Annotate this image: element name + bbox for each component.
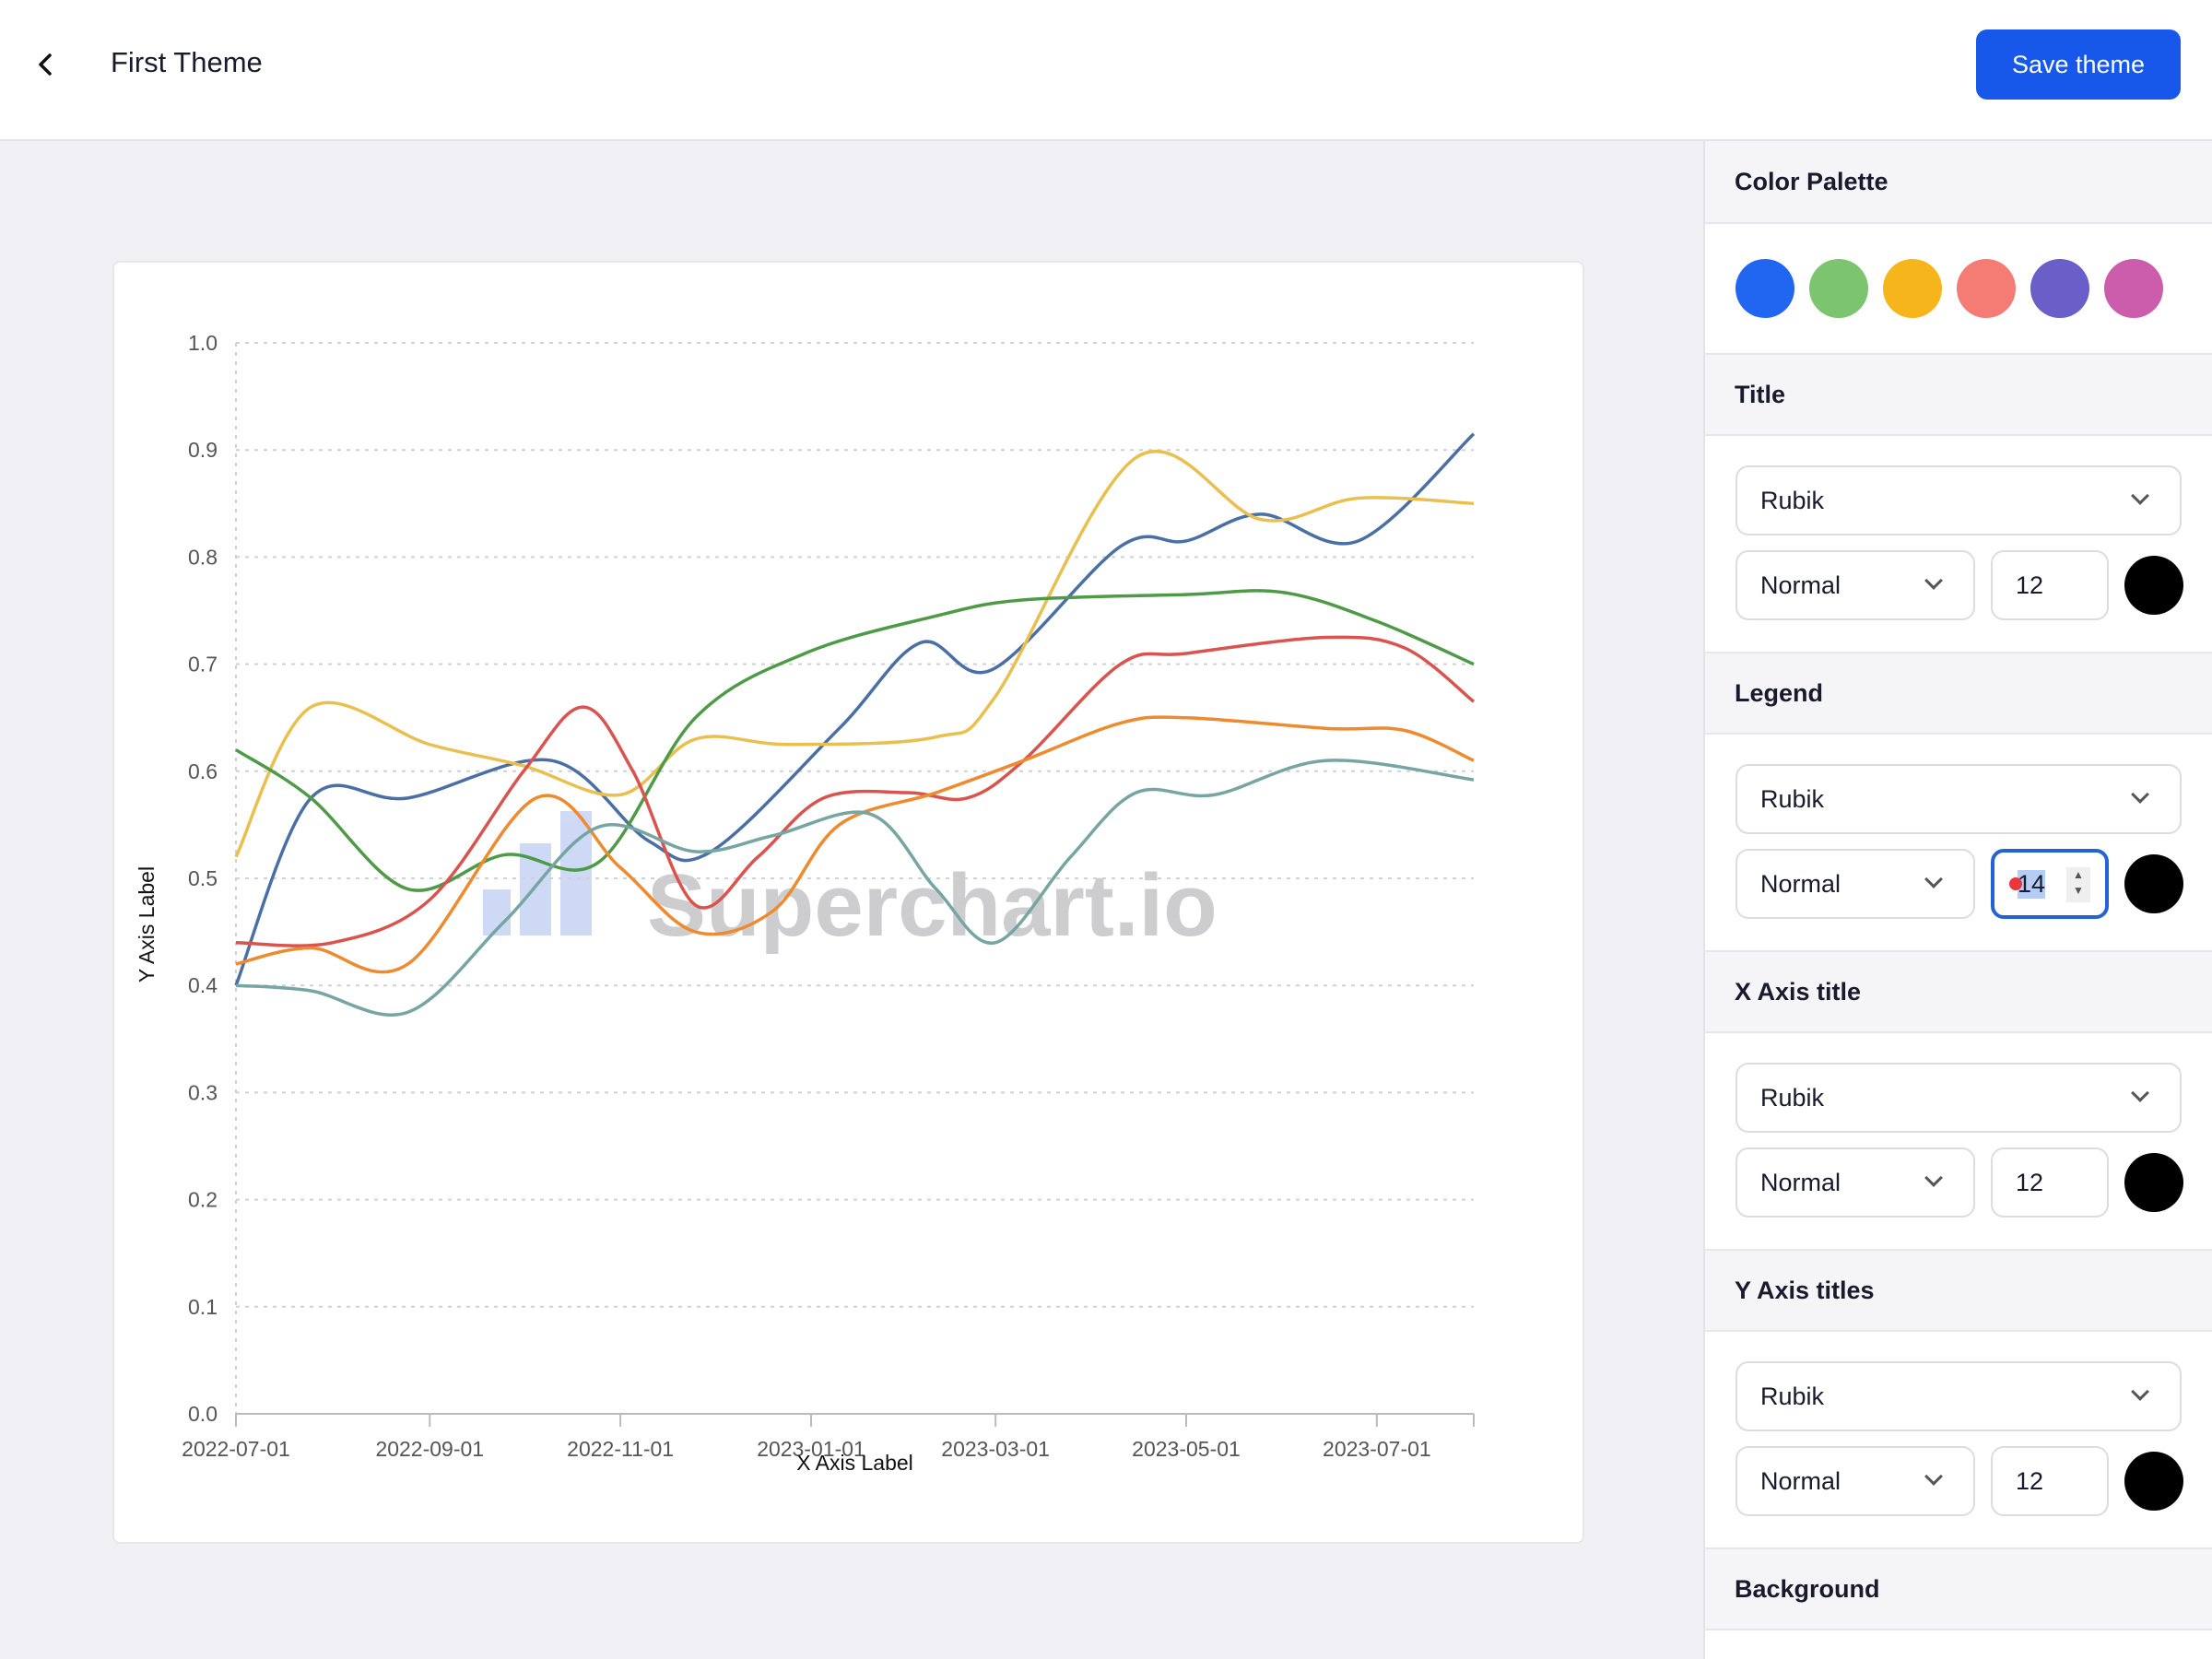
font-weight-select[interactable]: Normal [1735, 849, 1975, 919]
background-header: Background [1705, 1547, 2212, 1630]
font-family-value: Rubik [1760, 1382, 1825, 1410]
chevron-left-icon[interactable] [28, 46, 65, 83]
y-tick-label: 0.0 [188, 1402, 218, 1426]
font-family-select[interactable]: Rubik [1735, 764, 2182, 834]
x-tick-label: 2023-01-01 [757, 1437, 865, 1461]
font-family-select[interactable]: Rubik [1735, 1361, 2182, 1431]
font-family-value: Rubik [1760, 486, 1825, 514]
x-tick-label: 2023-07-01 [1323, 1437, 1431, 1461]
chevron-down-icon [2131, 1084, 2149, 1102]
watermark-logo-bar [560, 811, 592, 935]
chevron-down-icon [1924, 571, 1943, 590]
font-weight-value: Normal [1760, 1466, 1841, 1495]
font-color-picker[interactable] [2124, 556, 2183, 615]
line-chart: Superchart.io 0.0 0.1 0.2 0.3 0.4 0.5 0.6 0.7 0.8… [135, 331, 1476, 1475]
chevron-down-icon [1924, 1169, 1943, 1187]
legend-header: Legend [1705, 652, 2212, 735]
x-tick-label: 2023-03-01 [941, 1437, 1050, 1461]
font-weight-value: Normal [1760, 571, 1841, 599]
palette-swatch[interactable] [1809, 259, 1868, 318]
y-tick-label: 1.0 [188, 331, 218, 355]
color-palette-header: Color Palette [1705, 141, 2212, 224]
chevron-down-icon [1924, 1467, 1943, 1486]
stepper-icon[interactable]: ▲ ▼ [2066, 867, 2090, 902]
save-theme-button[interactable]: Save theme [1976, 29, 2181, 100]
y-tick-label: 0.9 [188, 438, 218, 462]
font-family-value: Rubik [1760, 784, 1825, 813]
color-palette [1705, 224, 2212, 353]
y-tick-label: 0.6 [188, 759, 218, 783]
legend-settings: Rubik Normal 14 ▲ ▼ [1705, 735, 2212, 950]
font-size-value: 12 [2016, 1466, 2044, 1495]
font-weight-value: Normal [1760, 1168, 1841, 1196]
font-family-select[interactable]: Rubik [1735, 1063, 2182, 1133]
y-axis-titles-header: Y Axis titles [1705, 1249, 2212, 1332]
font-weight-select[interactable]: Normal [1735, 550, 1975, 620]
series-line [235, 759, 1475, 1017]
font-size-input[interactable]: 12 [1991, 1446, 2109, 1516]
chevron-down-icon [2131, 487, 2149, 505]
y-tick-label: 0.4 [188, 973, 218, 997]
font-color-picker[interactable] [2124, 1153, 2183, 1212]
palette-swatch[interactable] [1735, 259, 1794, 318]
font-family-select[interactable]: Rubik [1735, 465, 2182, 535]
page-title: First Theme [111, 46, 263, 78]
font-size-input[interactable]: 14 ▲ ▼ [1991, 849, 2109, 919]
series-line [234, 449, 1475, 858]
font-size-input[interactable]: 12 [1991, 1147, 2109, 1218]
font-family-value: Rubik [1760, 1083, 1825, 1112]
recording-dot-icon [2009, 877, 2022, 890]
y-axis-title: Y Axis Label [135, 866, 159, 982]
chart-card: Superchart.io 0.0 0.1 0.2 0.3 0.4 0.5 0.6 0.7 0.8… [112, 261, 1584, 1544]
title-settings: Rubik Normal 12 [1705, 436, 2212, 652]
x-tick-label: 2022-07-01 [182, 1437, 290, 1461]
chevron-down-icon [1924, 870, 1943, 888]
x-tick-label: 2022-09-01 [375, 1437, 484, 1461]
y-tick-label: 0.5 [188, 866, 218, 890]
palette-swatch[interactable] [2104, 259, 2163, 318]
font-size-input[interactable]: 12 [1991, 550, 2109, 620]
x-axis-title-header: X Axis title [1705, 950, 2212, 1033]
font-color-picker[interactable] [2124, 1452, 2183, 1511]
y-tick-label: 0.1 [188, 1295, 218, 1319]
x-tick-label: 2022-11-01 [567, 1437, 674, 1461]
y-tick-label: 0.7 [188, 653, 218, 677]
font-weight-select[interactable]: Normal [1735, 1147, 1975, 1218]
watermark-text: Superchart.io [647, 856, 1218, 955]
series-line [234, 432, 1476, 986]
chevron-down-icon [2131, 1382, 2149, 1401]
y-axis-titles-settings: Rubik Normal 12 [1705, 1332, 2212, 1547]
chevron-down-icon [2131, 785, 2149, 804]
y-tick-label: 0.3 [188, 1080, 218, 1104]
font-size-value: 14 [2018, 869, 2046, 899]
x-axis-title: X Axis Label [796, 1451, 913, 1475]
series-line [235, 589, 1475, 892]
theme-settings-sidebar: Color Palette Title Rubik Normal 12 Lege… [1703, 141, 2212, 1659]
header: First Theme Save theme [0, 0, 2212, 141]
font-color-picker[interactable] [2124, 854, 2183, 913]
font-size-value: 12 [2016, 1168, 2044, 1196]
palette-swatch[interactable] [1883, 259, 1942, 318]
palette-swatch[interactable] [1957, 259, 2016, 318]
palette-swatch[interactable] [2030, 259, 2089, 318]
font-weight-value: Normal [1760, 869, 1841, 898]
font-size-value: 12 [2016, 571, 2044, 599]
series-line [235, 635, 1476, 947]
series-line [235, 715, 1475, 974]
y-tick-label: 0.8 [188, 545, 218, 569]
x-tick-label: 2023-05-01 [1132, 1437, 1241, 1461]
font-weight-select[interactable]: Normal [1735, 1446, 1975, 1516]
x-axis-title-settings: Rubik Normal 12 [1705, 1033, 2212, 1249]
y-tick-label: 0.2 [188, 1188, 218, 1212]
title-header: Title [1705, 353, 2212, 436]
